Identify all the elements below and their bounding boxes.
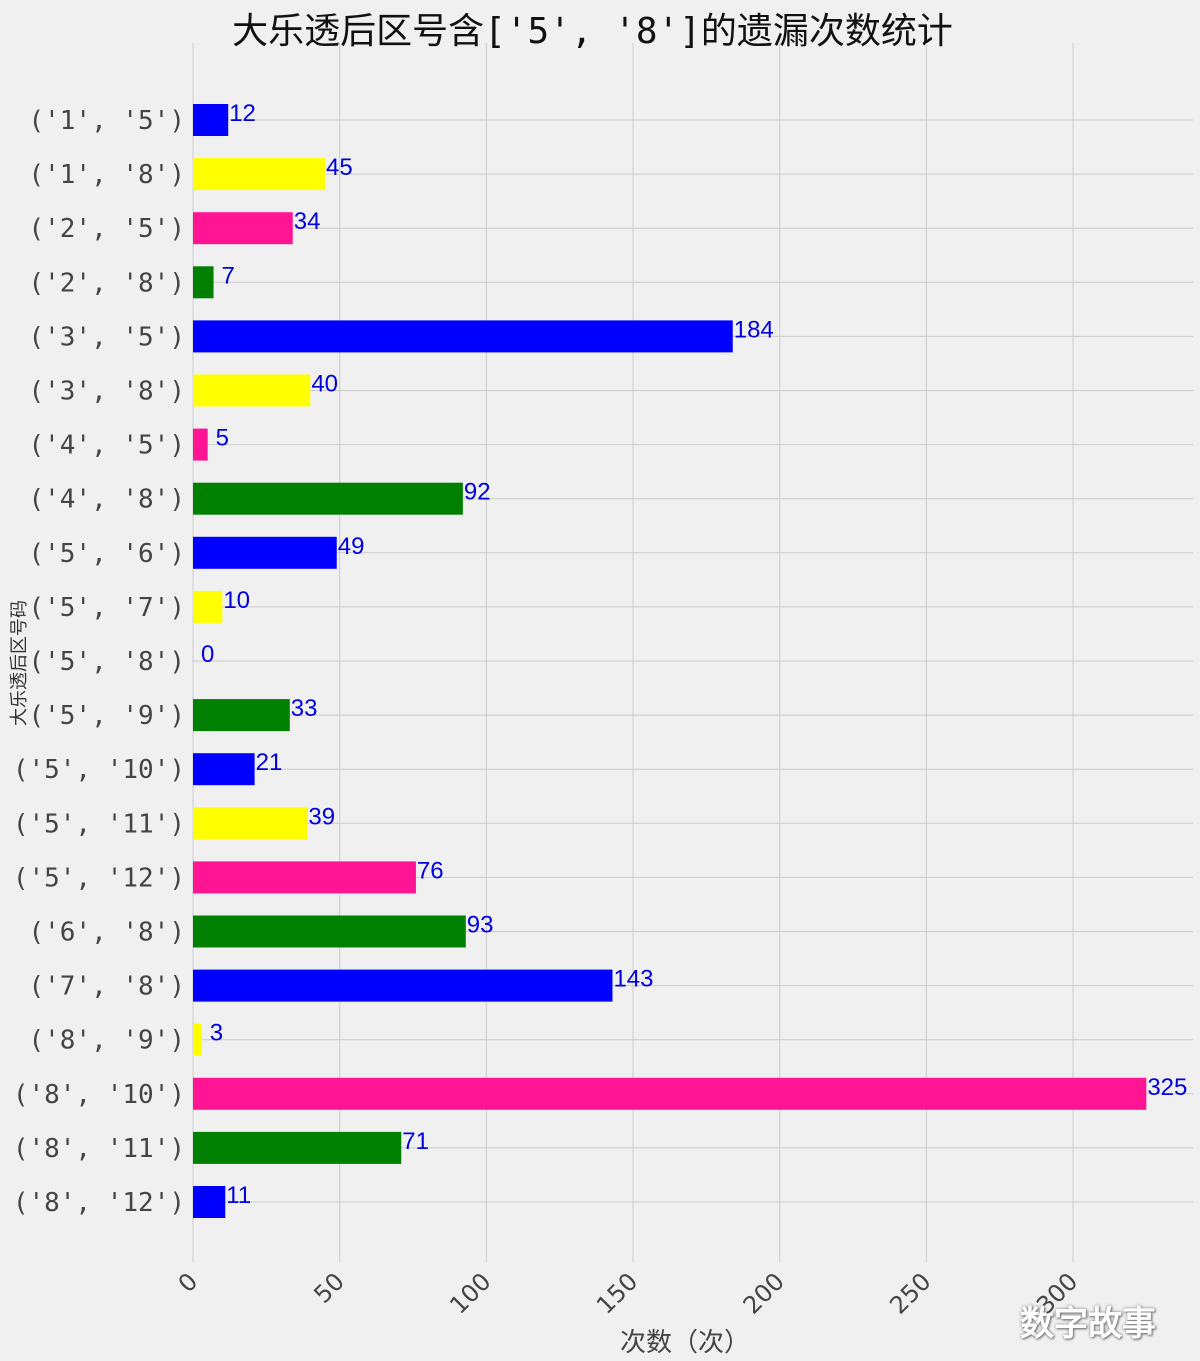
value-label: 11 (226, 1182, 251, 1209)
y-tick-label: ('6', '8') (28, 918, 185, 948)
x-tick-label: 0 (173, 1267, 204, 1298)
value-label: 92 (464, 479, 491, 506)
bar (193, 915, 466, 948)
bar (193, 1077, 1147, 1110)
y-tick-label: ('2', '5') (28, 214, 185, 244)
chart-title: 大乐透后区号含['5', '8']的遗漏次数统计 (232, 11, 953, 52)
bar (193, 428, 208, 461)
value-label: 34 (294, 208, 321, 235)
value-label: 0 (201, 641, 214, 668)
value-label: 93 (467, 912, 494, 939)
value-label: 39 (308, 803, 335, 830)
value-label: 21 (256, 749, 283, 776)
x-tick-label: 200 (738, 1267, 790, 1319)
value-label: 45 (326, 154, 353, 181)
y-tick-label: ('5', '7') (28, 593, 185, 623)
bar (193, 320, 733, 353)
value-label: 5 (216, 425, 229, 452)
value-label: 184 (734, 316, 774, 343)
x-axis-label: 次数（次） (619, 1328, 750, 1358)
y-tick-label: ('5', '10') (13, 755, 185, 785)
y-tick-label: ('4', '8') (28, 485, 185, 515)
value-label: 10 (223, 587, 250, 614)
value-label: 325 (1147, 1074, 1187, 1101)
value-label: 49 (338, 533, 365, 560)
y-tick-label: ('8', '11') (13, 1134, 185, 1164)
y-tick-label: ('3', '8') (28, 377, 185, 407)
bar (193, 482, 463, 515)
y-tick-label: ('3', '5') (28, 322, 185, 352)
x-tick-label: 150 (591, 1267, 643, 1319)
bar (193, 158, 325, 191)
bar (193, 266, 214, 299)
value-label: 143 (613, 966, 653, 993)
y-tick-label: ('8', '9') (28, 1026, 185, 1056)
y-tick-label: ('8', '12') (13, 1188, 185, 1218)
bar (193, 536, 337, 569)
bar (193, 1023, 202, 1056)
y-tick-label: ('5', '12') (13, 863, 185, 893)
watermark: 数字故事 (1020, 1304, 1156, 1344)
y-tick-label: ('5', '6') (28, 539, 185, 569)
value-label: 71 (402, 1128, 429, 1155)
value-label: 76 (417, 857, 444, 884)
value-label: 3 (210, 1020, 223, 1047)
y-tick-label: ('7', '8') (28, 972, 185, 1002)
y-tick-label: ('8', '10') (13, 1080, 185, 1110)
bar (193, 753, 255, 786)
x-tick-label: 100 (444, 1267, 496, 1319)
y-tick-label: ('5', '8') (28, 647, 185, 677)
y-tick-label: ('5', '11') (13, 809, 185, 839)
bar (193, 861, 416, 894)
y-tick-label: ('1', '8') (28, 160, 185, 190)
bar (193, 1131, 402, 1164)
bar (193, 807, 308, 840)
x-tick-label: 250 (884, 1267, 936, 1319)
y-tick-label: ('4', '5') (28, 431, 185, 461)
value-label: 40 (311, 371, 338, 398)
y-tick-label: ('1', '5') (28, 106, 185, 136)
value-label: 7 (222, 262, 235, 289)
bar (193, 969, 613, 1002)
bar (193, 1186, 226, 1218)
bar (193, 590, 223, 623)
x-tick-label: 50 (309, 1267, 350, 1308)
x-tick-label: 300 (1031, 1267, 1083, 1319)
y-tick-label: ('2', '8') (28, 268, 185, 298)
bar (193, 374, 311, 407)
value-label: 33 (291, 695, 318, 722)
bar (193, 104, 229, 136)
value-label: 12 (229, 100, 256, 127)
bar (193, 699, 290, 732)
y-tick-label: ('5', '9') (28, 701, 185, 731)
bar (193, 212, 293, 245)
